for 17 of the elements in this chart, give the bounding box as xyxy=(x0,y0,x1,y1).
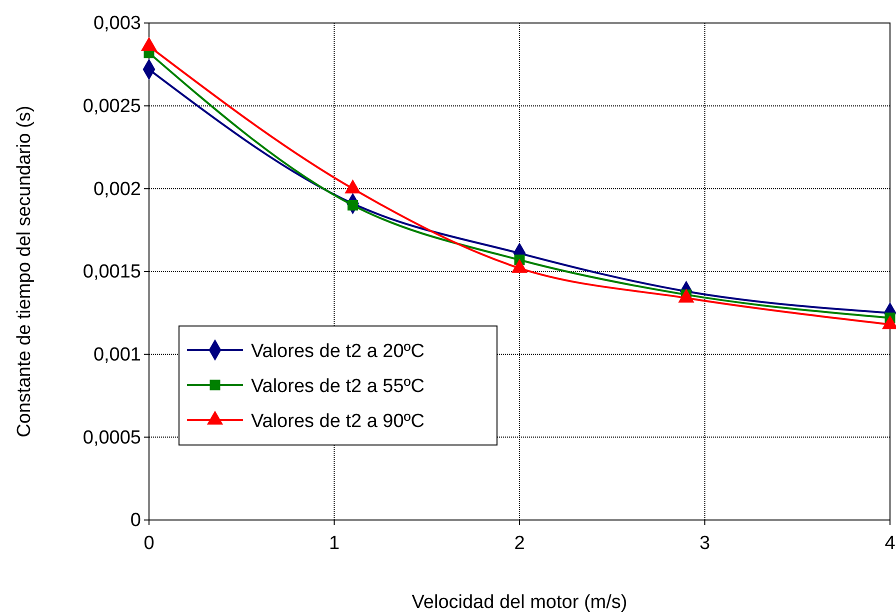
y-tick-label: 0 xyxy=(130,510,141,532)
legend-label: Valores de t2 a 90ºC xyxy=(251,411,424,432)
x-tick-label: 2 xyxy=(514,532,525,554)
y-tick-label: 0,0015 xyxy=(82,262,141,283)
legend-label: Valores de t2 a 20ºC xyxy=(251,341,424,362)
x-tick-label: 1 xyxy=(328,532,340,554)
y-tick-label: 0,003 xyxy=(93,13,141,34)
x-tick-label: 3 xyxy=(699,532,710,554)
x-axis-title: Velocidad del motor (m/s) xyxy=(412,592,628,613)
y-tick-label: 0,001 xyxy=(93,344,141,366)
y-tick-label: 0,0025 xyxy=(82,96,141,117)
y-tick-label: 0,0005 xyxy=(82,427,141,448)
legend-label: Valores de t2 a 55ºC xyxy=(251,376,424,397)
y-tick-label: 0,002 xyxy=(93,178,141,200)
x-tick-label: 0 xyxy=(144,532,154,554)
x-tick-label: 4 xyxy=(884,532,896,554)
y-axis-title: Constante de tiempo del secundario (s) xyxy=(14,106,35,438)
